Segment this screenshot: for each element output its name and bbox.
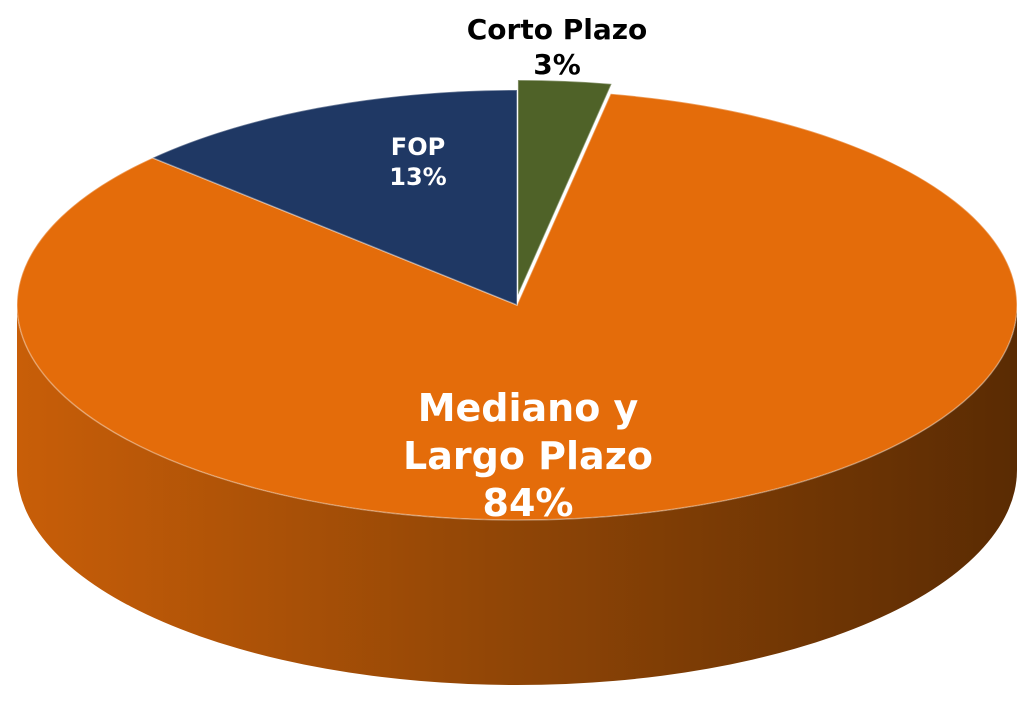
category-label: Corto Plazo: [466, 13, 648, 46]
value-label: 3%: [533, 48, 581, 81]
data-label: Mediano y Largo Plazo 84%: [398, 385, 658, 528]
slice-side: [17, 305, 1017, 685]
slice: [16, 93, 1018, 521]
value-label: 13%: [389, 163, 447, 191]
data-label: FOP 13%: [298, 132, 538, 192]
value-label: 84%: [482, 481, 574, 525]
slice: [517, 79, 613, 296]
category-label: FOP: [390, 133, 446, 161]
data-label: Corto Plazo 3%: [437, 12, 677, 82]
slice: [150, 89, 518, 307]
category-label: Mediano y Largo Plazo: [403, 386, 653, 478]
